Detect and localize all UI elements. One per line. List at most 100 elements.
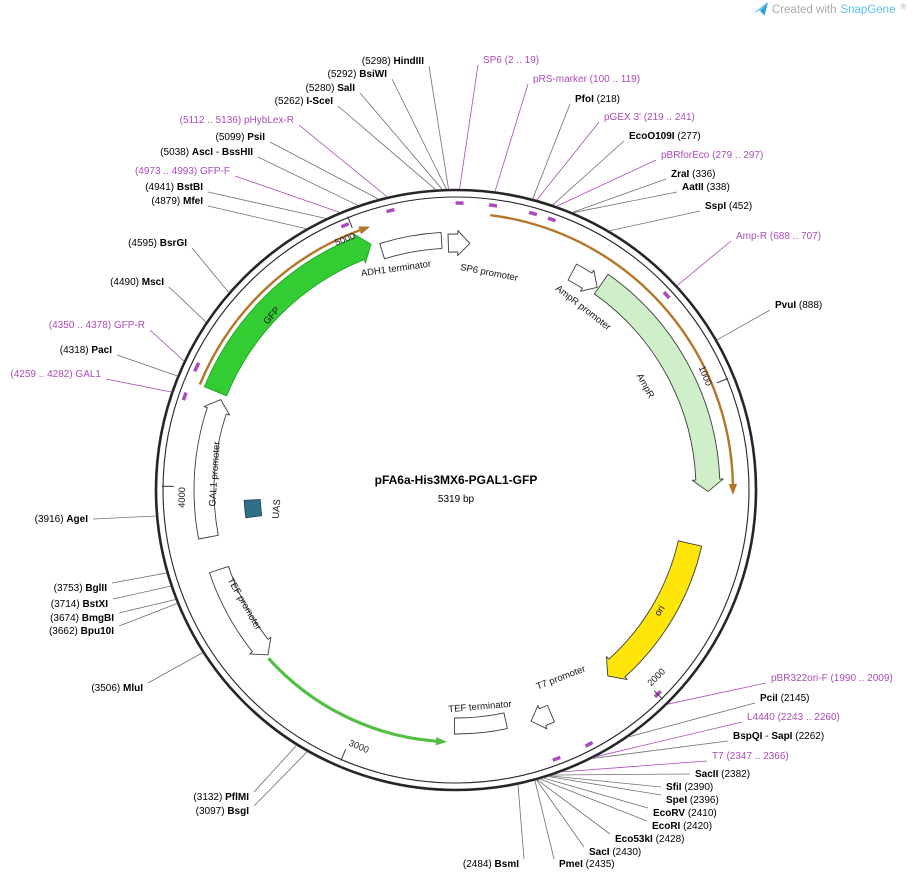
leader-line: [337, 105, 437, 190]
leader-line: [550, 775, 662, 788]
tick-label: 1000: [697, 364, 714, 387]
position-tick-1000: 1000: [697, 364, 729, 387]
leader-line: [539, 778, 648, 822]
tef-terminator-shape: [453, 712, 508, 735]
leader-line: [298, 124, 388, 198]
site-label-text: SacI (2430): [589, 847, 641, 858]
site-label-eco53ki: Eco53kI (2428): [537, 779, 685, 845]
leader-line: [112, 585, 171, 600]
gal1-promoter-shape: [193, 399, 231, 540]
plasmid-length: 5319 bp: [438, 494, 475, 505]
leader-line: [168, 286, 207, 323]
site-label-text: (5038) AscI - BssHII: [160, 147, 253, 158]
gfp-shape: [203, 233, 372, 397]
feature-t7-promoter-label: T7 promoter: [535, 664, 587, 693]
site-label-mlui: (3506) MluI: [91, 652, 203, 694]
primer-site-marks: [181, 201, 671, 762]
watermark-registered-mark: ®: [900, 2, 906, 11]
site-label-paci: (4318) PacI: [60, 345, 178, 377]
site-label-sacii: SacII (2382): [552, 769, 750, 780]
backbone-right-arrowhead: [728, 483, 738, 495]
feature-ampr-label: AmpR: [634, 372, 656, 401]
site-label-text: (3753) BglII: [54, 583, 108, 594]
leader-line: [595, 721, 743, 758]
site-label-text: SacII (2382): [695, 769, 750, 780]
site-label-mfei: (4879) MfeI: [151, 196, 307, 230]
leader-line: [111, 572, 167, 584]
site-label-pmei: PmeI (2435): [534, 780, 615, 870]
feature-sp6-promoter: SP6 promoter: [447, 230, 519, 284]
site-label-text: (4941) BstBI: [145, 182, 203, 193]
leader-line: [253, 751, 308, 807]
leader-line: [543, 777, 649, 809]
tick-label: 2000: [645, 666, 667, 688]
leader-line: [676, 240, 732, 286]
tick-mark: [340, 749, 347, 761]
leader-line: [92, 515, 157, 520]
leader-line: [536, 779, 585, 848]
primer-mark: [662, 290, 671, 300]
his3-orf-arrowhead: [435, 737, 447, 746]
feature-ori: ori: [606, 540, 703, 681]
position-tick-4000: 4000: [162, 485, 187, 508]
leader-line: [359, 92, 443, 190]
site-label-text: SfiI (2390): [666, 782, 713, 793]
feature-uas-label: UAS: [271, 499, 284, 519]
site-label-text: L4440 (2243 .. 2260): [747, 712, 840, 723]
site-label-bglii: (3753) BglII: [54, 572, 167, 594]
feature-his3-orf: [267, 657, 447, 746]
site-label-text: pBRforEco (279 .. 297): [661, 150, 763, 161]
feature-backbone-left: [198, 226, 371, 385]
leader-line: [572, 191, 678, 214]
leader-line: [253, 745, 297, 793]
ori-shape: [606, 540, 703, 681]
site-label-pbr322ori-f: pBR322ori-F (1990 .. 2009): [667, 673, 893, 705]
site-label-agei: (3916) AgeI: [35, 514, 157, 525]
site-label-text: (4259 .. 4282) GAL1: [10, 369, 101, 380]
primer-mark: [547, 216, 557, 223]
site-label-text: EcoO109I (277): [629, 131, 701, 142]
site-label-text: PmeI (2435): [559, 859, 615, 870]
leader-line: [609, 210, 701, 232]
site-label-pflmi: (3132) PflMI: [193, 745, 297, 803]
leader-line: [428, 65, 449, 190]
site-label-text: (3097) BsgI: [196, 806, 250, 817]
site-label-bstxi: (3714) BstXI: [51, 585, 171, 610]
site-label-saci: SacI (2430): [536, 779, 641, 858]
feature-gfp: GFP: [203, 233, 372, 397]
site-label-gfp-r: (4350 .. 4378) GFP-R: [49, 320, 185, 362]
site-label-aatii: AatII (338): [572, 182, 730, 214]
primer-mark: [488, 203, 498, 208]
site-label-text: (5099) PsiI: [216, 132, 266, 143]
leader-line: [459, 64, 479, 190]
site-label-bspqi-sapi: BspQI - SapI (2262): [592, 731, 824, 759]
site-label-text: (4973 .. 4993) GFP-F: [135, 166, 230, 177]
ampr-shape: [593, 273, 724, 493]
site-label-text: (4595) BsrGI: [128, 238, 187, 249]
site-label-msci: (4490) MscI: [110, 277, 207, 323]
feature-gal1-promoter: GAL1 promoter: [193, 399, 231, 540]
feature-adh1-terminator: ADH1 terminator: [360, 231, 443, 279]
leader-line: [257, 156, 359, 206]
site-label-text: PvuI (888): [775, 300, 822, 311]
site-label-text: (4879) MfeI: [151, 196, 203, 207]
feature-ori-label: ori: [653, 604, 668, 619]
feature-sp6-promoter-label: SP6 promoter: [459, 262, 519, 284]
primer-mark: [386, 207, 395, 214]
site-label-text: Amp-R (688 .. 707): [736, 231, 821, 242]
leader-line: [667, 682, 767, 705]
site-label-spei: SpeI (2396): [548, 776, 719, 806]
site-label-text: (5298) HindIII: [362, 56, 424, 67]
primer-mark: [340, 222, 350, 229]
feature-backbone-right: [490, 213, 738, 495]
ampr-promoter-shape: [567, 263, 598, 292]
site-label-pvui: PvuI (888): [716, 300, 822, 341]
backbone-inner-circle: [162, 196, 750, 784]
leader-line: [118, 603, 178, 627]
site-label-text: AatII (338): [682, 182, 730, 193]
site-label-text: (5292) BsiWI: [328, 69, 388, 80]
leader-line: [517, 784, 525, 860]
site-label-text: (3674) BmgBI: [50, 613, 114, 624]
